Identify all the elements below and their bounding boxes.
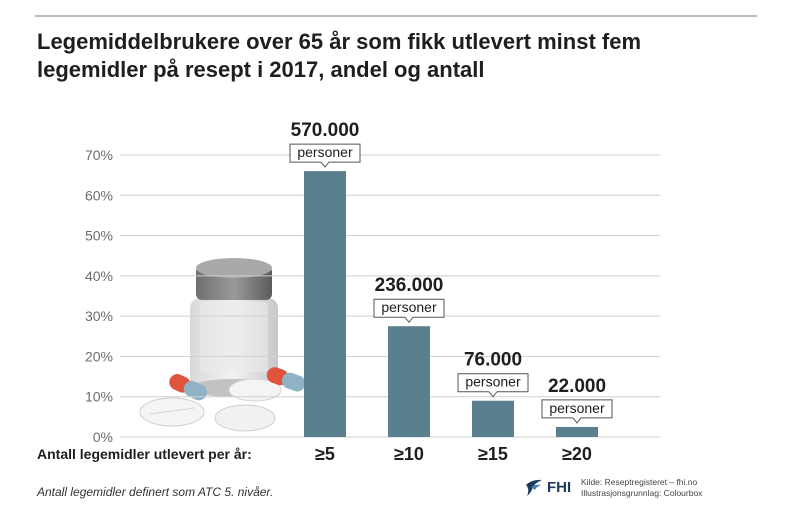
source-credit: Kilde: Reseptregisteret – fhi.no Illustr… xyxy=(581,477,702,499)
y-tick-label: 10% xyxy=(85,389,113,405)
annotation-box xyxy=(373,298,445,324)
pill-bottle-illustration xyxy=(139,258,306,432)
chart-title-line-2: legemidler på resept i 2017, andel og an… xyxy=(37,57,485,82)
source-line-1: Kilde: Reseptregisteret – fhi.no xyxy=(581,477,698,487)
chart-title: Legemiddelbrukere over 65 år som fikk ut… xyxy=(37,28,757,84)
bar xyxy=(556,426,598,437)
footnote: Antall legemidler definert som ATC 5. ni… xyxy=(37,485,274,499)
annotation-box xyxy=(457,373,529,398)
y-axis-ticks: 0% 10% 20% 30% 40% 50% 60% 70% xyxy=(85,147,113,445)
bar xyxy=(388,326,430,437)
y-tick-label: 60% xyxy=(85,187,113,203)
x-tick-label: ≥5 xyxy=(315,444,335,464)
annotation-unit: personer xyxy=(381,299,437,315)
annotation-unit: personer xyxy=(297,144,353,160)
x-tick-label: ≥15 xyxy=(478,444,508,464)
annotation-box xyxy=(541,399,613,424)
annotation-count: 76.000 xyxy=(464,350,522,371)
y-tick-label: 20% xyxy=(85,348,113,364)
x-axis-ticks: ≥5 ≥10 ≥15 ≥20 xyxy=(315,444,592,464)
top-divider xyxy=(35,15,757,17)
source-line-2: Illustrasjonsgrunnlag: Colourbox xyxy=(581,488,703,498)
y-tick-label: 30% xyxy=(85,308,113,324)
bar xyxy=(304,171,346,437)
bars xyxy=(304,171,598,437)
bar-annotation: personer 570.000 xyxy=(289,120,361,168)
annotation-count: 236.000 xyxy=(375,275,444,296)
pill-bottle xyxy=(190,258,278,397)
annotation-unit: personer xyxy=(465,374,521,390)
y-tick-label: 70% xyxy=(85,147,113,163)
y-tick-label: 40% xyxy=(85,268,113,284)
x-axis-title: Antall legemidler utlevert per år: xyxy=(37,446,252,462)
bar-annotation: personer 76.000 xyxy=(457,350,529,398)
fhi-logo-text: FHI xyxy=(547,478,572,496)
fhi-logo: FHI xyxy=(523,476,571,498)
annotation-unit: personer xyxy=(549,400,605,416)
bar-annotation: personer 22.000 xyxy=(541,376,613,424)
fhi-logo-icon xyxy=(526,479,542,496)
annotation-count: 570.000 xyxy=(291,120,360,141)
y-tick-label: 50% xyxy=(85,228,113,244)
x-tick-label: ≥20 xyxy=(562,444,592,464)
bar xyxy=(472,400,514,437)
bar-annotations: personer 570.000 personer 236.000 personer 76… xyxy=(289,120,613,424)
x-tick-label: ≥10 xyxy=(394,444,424,464)
annotation-count: 22.000 xyxy=(548,376,606,397)
annotation-box xyxy=(289,143,361,168)
bar-annotation: personer 236.000 xyxy=(373,275,445,324)
pill-tablets xyxy=(139,367,306,432)
chart-title-line-1: Legemiddelbrukere over 65 år som fikk ut… xyxy=(37,29,642,54)
y-tick-label: 0% xyxy=(93,429,113,445)
